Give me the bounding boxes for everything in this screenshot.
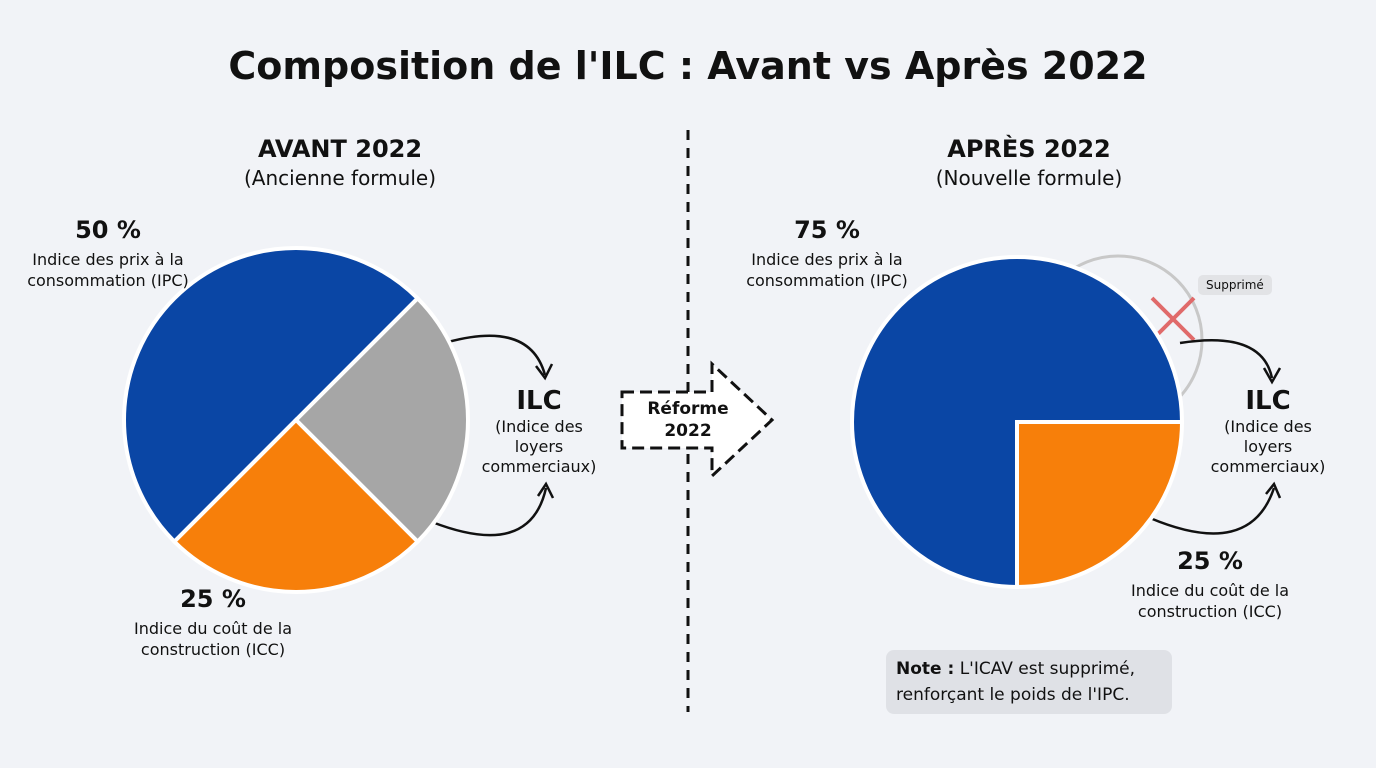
pie-slice xyxy=(1015,420,1185,590)
slice-category-label: Indice des prix à la consommation (IPC) xyxy=(746,250,908,290)
pie-slice xyxy=(293,295,470,545)
connector-arrows xyxy=(431,334,1282,537)
chart-title: APRÈS 2022 xyxy=(947,135,1111,163)
result-label: ILC xyxy=(516,386,562,416)
note: Note : L'ICAV est supprimé, renforçant l… xyxy=(886,650,1172,714)
slice-category-label: Indice des prix à la consommation (IPC) xyxy=(27,250,189,290)
removed-cross xyxy=(1150,296,1196,342)
reform-label: Réforme 2022 xyxy=(647,399,729,441)
pie-slice xyxy=(122,246,421,545)
slice-category-label: Indice du coût de la construction (ICC) xyxy=(1131,581,1289,621)
result-label: ILC xyxy=(1245,386,1291,416)
annotation: Supprimé xyxy=(1198,275,1272,295)
slice-category-label: Indice du coût de la construction (ICC) xyxy=(134,619,292,659)
slice-value-label: 25 % xyxy=(1177,547,1243,575)
chart-subtitle: (Ancienne formule) xyxy=(243,166,437,190)
slice-value-label: 50 % xyxy=(75,216,141,244)
result-sublabel: (Indice des loyers commerciaux) xyxy=(1210,417,1326,476)
pie-slice xyxy=(171,417,421,594)
result-sublabel: (Indice des loyers commerciaux) xyxy=(481,417,597,476)
slice-value-label: 25 % xyxy=(180,585,246,613)
chart-title: AVANT 2022 xyxy=(257,135,423,163)
pie-slice xyxy=(850,255,1185,590)
slice-value-label: 75 % xyxy=(794,216,860,244)
page-title: Composition de l'ILC : Avant vs Après 20… xyxy=(228,44,1148,88)
reform-arrow xyxy=(620,360,775,480)
note-text: L'ICAV est supprimé, renforçant le poids… xyxy=(896,659,1136,705)
chart-subtitle: (Nouvelle formule) xyxy=(935,166,1123,190)
note-label: Note : xyxy=(896,659,955,679)
